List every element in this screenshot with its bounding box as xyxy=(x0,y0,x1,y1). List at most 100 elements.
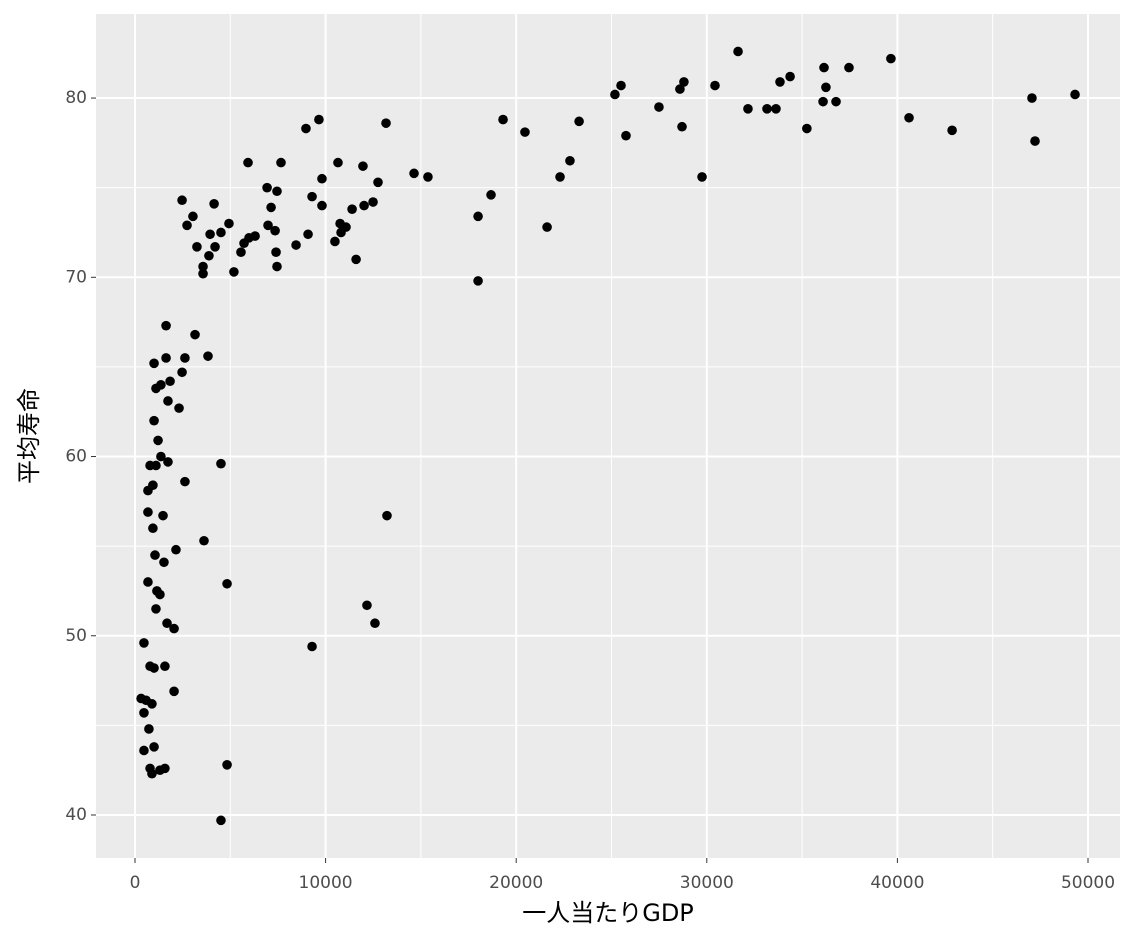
point xyxy=(555,172,565,182)
point xyxy=(409,168,419,179)
point xyxy=(473,276,483,286)
x-axis-title: 一人当たりGDP xyxy=(522,899,694,927)
x-tick-label: 20000 xyxy=(489,873,543,893)
x-tick-label: 0 xyxy=(130,873,141,893)
point xyxy=(317,200,327,211)
point xyxy=(272,261,282,272)
point xyxy=(303,229,313,240)
point xyxy=(654,102,664,112)
point xyxy=(169,686,179,697)
point xyxy=(498,114,508,125)
point xyxy=(335,218,345,229)
point xyxy=(149,415,159,426)
point xyxy=(775,77,785,87)
point xyxy=(368,197,378,207)
point xyxy=(204,250,214,261)
point xyxy=(785,71,795,82)
point xyxy=(679,77,689,87)
point xyxy=(216,458,226,469)
point xyxy=(147,699,157,709)
point xyxy=(216,227,226,238)
point xyxy=(271,247,281,257)
point xyxy=(165,376,175,387)
point xyxy=(675,84,685,94)
point xyxy=(347,204,357,214)
point xyxy=(373,177,383,188)
point xyxy=(139,638,149,648)
point xyxy=(155,765,165,775)
point xyxy=(159,557,169,568)
point xyxy=(382,510,392,521)
point xyxy=(262,182,272,193)
point xyxy=(307,641,317,652)
point xyxy=(190,329,200,340)
point xyxy=(198,268,208,279)
point xyxy=(147,768,157,779)
point xyxy=(169,623,179,634)
point xyxy=(222,578,232,589)
x-tick-label: 50000 xyxy=(1061,873,1115,893)
x-tick-label: 40000 xyxy=(870,873,924,893)
point xyxy=(362,600,372,611)
point xyxy=(291,240,301,250)
point xyxy=(192,242,202,252)
point xyxy=(333,157,343,168)
point xyxy=(542,222,552,232)
point xyxy=(149,358,159,369)
point xyxy=(1070,89,1080,100)
point xyxy=(148,523,158,534)
point xyxy=(301,123,311,134)
x-tick-label: 30000 xyxy=(680,873,734,893)
point xyxy=(224,218,234,229)
point xyxy=(358,161,368,171)
point xyxy=(574,116,584,127)
point xyxy=(314,114,324,125)
point xyxy=(821,82,831,93)
point xyxy=(621,130,631,141)
point xyxy=(818,96,828,107)
point xyxy=(209,199,219,209)
point xyxy=(180,476,190,487)
point xyxy=(139,745,149,756)
point xyxy=(565,155,575,166)
point xyxy=(677,121,687,132)
point xyxy=(610,89,620,100)
point xyxy=(616,80,626,91)
point xyxy=(198,261,208,272)
point xyxy=(1030,136,1040,146)
point xyxy=(180,353,190,363)
point xyxy=(359,200,369,211)
point xyxy=(151,604,161,614)
point xyxy=(831,96,841,107)
point xyxy=(174,403,184,413)
point xyxy=(904,112,914,123)
point xyxy=(733,46,743,57)
point xyxy=(270,225,280,236)
point xyxy=(263,220,273,231)
point xyxy=(161,353,171,363)
y-tick-label: 60 xyxy=(65,447,87,467)
point xyxy=(802,123,812,134)
point xyxy=(351,254,361,265)
point xyxy=(370,618,380,629)
point xyxy=(143,507,153,517)
point xyxy=(139,708,149,718)
point xyxy=(886,53,896,64)
point xyxy=(203,351,213,361)
point xyxy=(163,396,173,406)
point xyxy=(188,211,198,222)
point xyxy=(199,535,209,546)
point xyxy=(216,815,226,826)
y-tick-label: 40 xyxy=(65,805,87,825)
point xyxy=(423,172,433,182)
point xyxy=(163,457,173,467)
point xyxy=(149,742,159,752)
point xyxy=(143,577,153,587)
point xyxy=(473,211,483,222)
point xyxy=(276,157,286,168)
point xyxy=(182,220,192,231)
point xyxy=(229,267,239,277)
point xyxy=(144,724,154,734)
point xyxy=(844,62,854,73)
